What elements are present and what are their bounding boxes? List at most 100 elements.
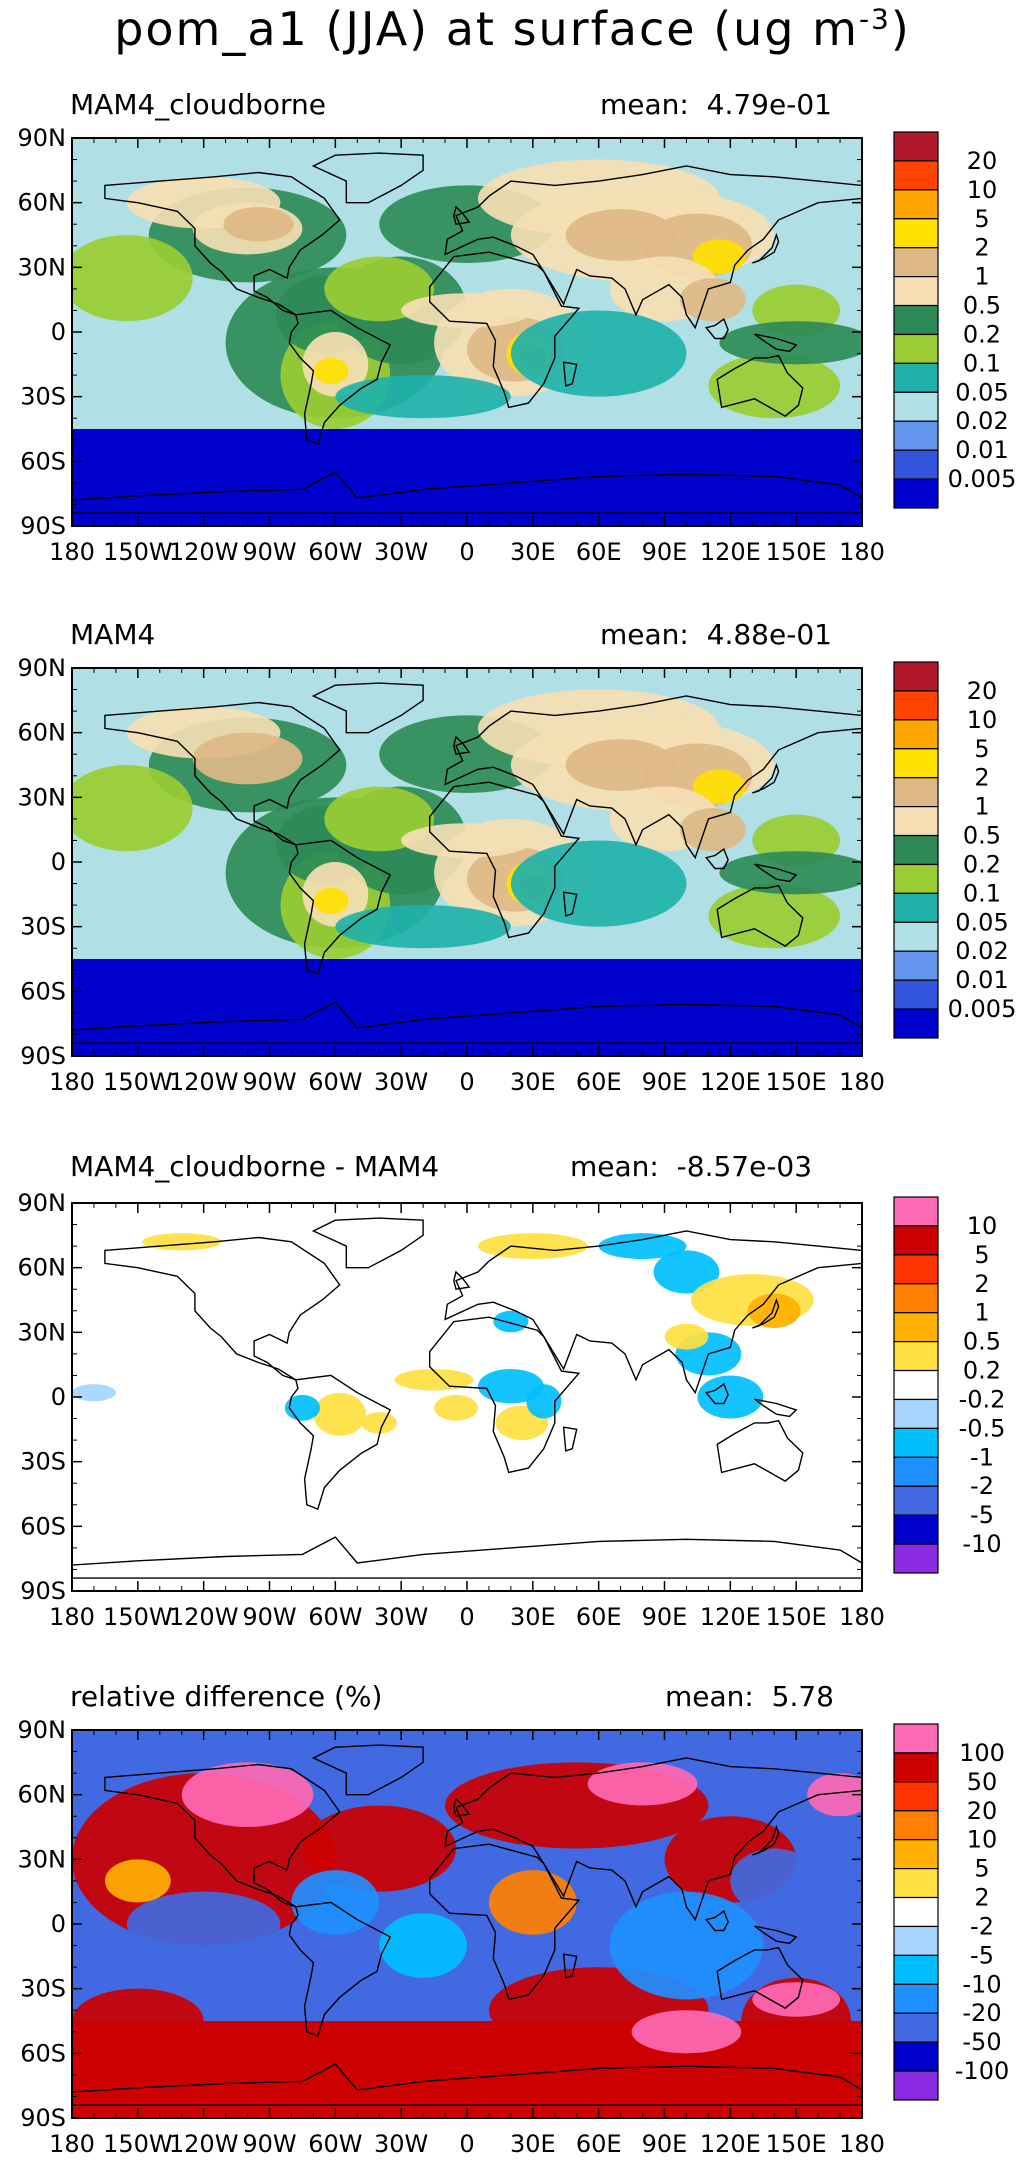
colorbar-level-label: 0.2 (963, 1357, 1001, 1385)
y-tick-label: 30N (18, 783, 67, 811)
colorbar-level-label: -5 (970, 1941, 994, 1969)
colorbar-swatch (893, 1456, 939, 1487)
colorbar-swatch (893, 1341, 939, 1372)
y-tick-label: 90N (18, 124, 67, 152)
contour-fill (693, 769, 746, 804)
coastline-uk (453, 205, 471, 225)
x-tick-label: 180 (49, 1603, 95, 1631)
colorbar-swatch (893, 1283, 939, 1314)
colorbar-level-label: 1 (974, 793, 989, 821)
colorbar-level-label: 0.005 (948, 995, 1017, 1023)
y-tick-label: 90S (20, 2104, 66, 2132)
x-tick-label: 60E (576, 1603, 622, 1631)
coastline-borneo (704, 848, 729, 870)
x-tick-label: 150E (766, 538, 827, 566)
contour-fill (719, 851, 862, 895)
colorbar-swatch (893, 921, 939, 952)
colorbar-level-label: 20 (967, 147, 998, 175)
figure-title: pom_a1 (JJA) at surface (ug m-3) (114, 2, 911, 56)
y-tick-label: 60N (18, 1254, 67, 1282)
contour-fill (72, 1988, 204, 2054)
colorbar-swatch (893, 478, 939, 509)
colorbar-swatch (893, 1225, 939, 1256)
contour-fill (679, 808, 746, 852)
panel-1-mean: mean: 4.79e-01 (600, 88, 832, 121)
colorbar-swatch (893, 1983, 939, 2014)
y-tick-label: 30S (20, 1975, 66, 2003)
y-tick-label: 60S (20, 977, 66, 1005)
contour-fill (335, 905, 511, 949)
colorbar-level-label: -10 (962, 1970, 1001, 1998)
colorbar-swatch (893, 304, 939, 336)
contour-fill (181, 1762, 314, 1827)
x-tick-label: 120E (700, 1603, 761, 1631)
contour-fill (598, 1233, 687, 1260)
contour-fill (587, 1762, 698, 1806)
contour-fill (401, 823, 533, 858)
coastline-newguinea (754, 1398, 798, 1418)
x-tick-label: 30E (510, 538, 556, 566)
colorbar-swatch (893, 1868, 939, 1899)
colorbar-swatch (893, 1781, 939, 1812)
x-tick-label: 90E (642, 1068, 688, 1096)
coastline-madagascar (562, 1953, 578, 1979)
y-tick-label: 30S (20, 1448, 66, 1476)
colorbar-swatch (893, 690, 939, 721)
coastline-borneo (704, 1910, 729, 1932)
colorbar-level-label: 0.05 (955, 908, 1008, 936)
x-tick-label: 120E (700, 2130, 761, 2158)
contour-fill (747, 1293, 801, 1329)
coastline-samerica (288, 839, 392, 976)
x-tick-label: 150W (103, 1603, 173, 1631)
colorbar-swatch (893, 1925, 939, 1956)
colorbar-level-label: -100 (955, 2057, 1009, 2085)
colorbar-swatch (893, 1485, 939, 1516)
colorbar-swatch (893, 1752, 939, 1783)
y-tick-label: 90N (18, 1189, 67, 1217)
colorbar-swatch (893, 189, 939, 220)
x-tick-label: 30W (374, 2130, 428, 2158)
colorbar-swatch (893, 391, 939, 422)
contour-fill (291, 1870, 380, 1935)
colorbar-swatch (893, 1427, 939, 1458)
y-tick-label: 30S (20, 383, 66, 411)
colorbar-level-label: 0.01 (955, 966, 1008, 994)
coastline-uk (453, 1797, 471, 1817)
colorbar-level-label: 5 (974, 205, 989, 233)
colorbar-swatch (893, 2012, 939, 2043)
x-tick-label: 0 (459, 1068, 474, 1096)
colorbar-level-label: 0.1 (963, 879, 1001, 907)
coastline-namerica (104, 701, 341, 846)
colorbar-swatch (893, 160, 939, 191)
contour-fill (335, 2021, 599, 2065)
colorbar-level-label: 5 (974, 1241, 989, 1269)
coastline-antarctica (72, 1001, 862, 1044)
x-tick-label: 60E (576, 538, 622, 566)
colorbar-level-label: 100 (959, 1739, 1005, 1767)
coastline-namerica (104, 1763, 341, 1908)
contour-fill (434, 1394, 478, 1421)
colorbar-swatch (893, 1514, 939, 1545)
colorbar-level-label: 2 (974, 1884, 989, 1912)
x-tick-label: 120W (169, 2130, 239, 2158)
colorbar-level-label: 5 (974, 735, 989, 763)
colorbar-level-label: 1 (974, 263, 989, 291)
coastline-borneo (704, 318, 729, 340)
colorbar-swatch (893, 892, 939, 923)
colorbar-level-label: 2 (974, 764, 989, 792)
x-tick-label: 90W (242, 1068, 296, 1096)
colorbar-swatch (893, 806, 939, 837)
x-tick-label: 120W (169, 1068, 239, 1096)
colorbar-level-label: -50 (962, 2028, 1001, 2056)
colorbar-level-label: 10 (967, 176, 998, 204)
coastline-eurasia (444, 165, 862, 330)
colorbar-level-label: 0.5 (963, 822, 1001, 850)
coastline-uk (453, 1270, 471, 1290)
y-tick-label: 90S (20, 1042, 66, 1070)
colorbar-swatch (893, 1839, 939, 1870)
colorbar-level-label: 0.005 (948, 465, 1017, 493)
southern-ocean-band (72, 429, 862, 526)
